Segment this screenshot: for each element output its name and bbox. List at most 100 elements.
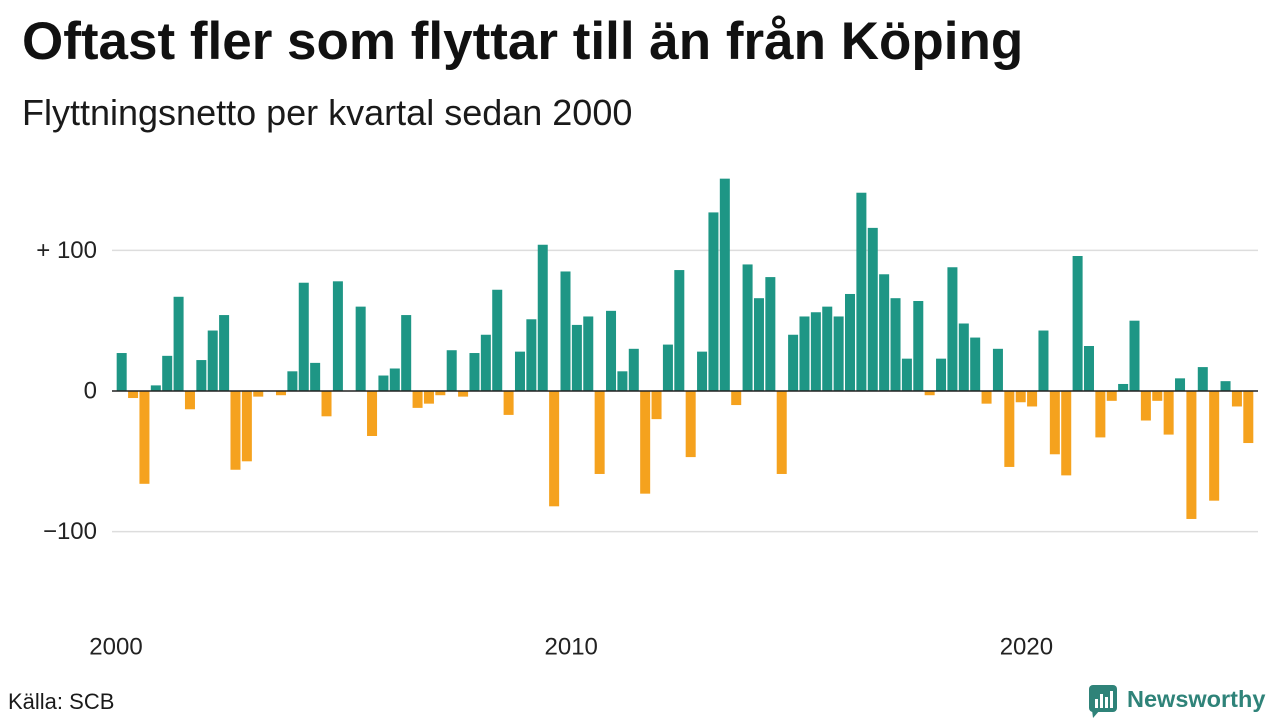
x-tick-label: 2010	[545, 634, 598, 661]
bar-21	[355, 306, 366, 392]
bar-37	[537, 244, 548, 391]
bar-74	[958, 323, 969, 391]
bar-81	[1038, 330, 1049, 391]
bar-18	[321, 391, 332, 417]
bar-28	[435, 391, 446, 396]
bar-33	[492, 289, 503, 391]
bars	[116, 178, 1254, 519]
bar-96	[1209, 391, 1220, 501]
bar-99	[1243, 391, 1254, 444]
bar-12	[253, 391, 264, 397]
bar-22	[367, 391, 378, 436]
bar-95	[1197, 367, 1208, 391]
bar-36	[526, 319, 537, 391]
bar-79	[1015, 391, 1026, 403]
bar-44	[617, 371, 628, 391]
bar-75	[970, 337, 981, 391]
bar-65	[856, 192, 867, 391]
chart-title: Oftast fler som flyttar till än från Köp…	[22, 12, 1024, 71]
x-tick-label: 2000	[89, 634, 142, 661]
bar-77	[992, 348, 1003, 391]
source-note: Källa: SCB	[8, 689, 115, 714]
bar-59	[788, 334, 799, 391]
bar-54	[731, 391, 742, 406]
bar-57	[765, 277, 776, 391]
bar-6	[184, 391, 195, 410]
bar-27	[423, 391, 434, 404]
bar-50	[685, 391, 696, 458]
bar-19	[332, 281, 343, 391]
bar-39	[560, 271, 571, 391]
bar-16	[298, 282, 309, 391]
bar-chart-speech-bubble-icon	[1089, 685, 1117, 718]
bar-72	[936, 358, 947, 391]
bar-93	[1175, 378, 1186, 391]
newsworthy-logo: Newsworthy	[1089, 685, 1265, 718]
y-tick-label: + 100	[36, 237, 97, 264]
y-tick-label: −100	[43, 518, 97, 545]
bar-38	[549, 391, 560, 507]
chart-subtitle: Flyttningsnetto per kvartal sedan 2000	[22, 92, 633, 133]
bar-69	[901, 358, 912, 391]
y-tick-label: 0	[84, 378, 97, 405]
bar-11	[241, 391, 252, 462]
bar-24	[389, 368, 400, 391]
bar-14	[276, 391, 287, 396]
bar-56	[753, 298, 764, 391]
bar-29	[446, 350, 457, 391]
bar-17	[310, 362, 321, 392]
bar-62	[822, 306, 833, 392]
bar-91	[1152, 391, 1163, 401]
bar-25	[401, 315, 412, 391]
bar-49	[674, 270, 685, 391]
bar-53	[719, 178, 730, 391]
bar-31	[469, 353, 480, 391]
bar-51	[697, 351, 708, 392]
bar-8	[207, 330, 218, 391]
bar-63	[833, 316, 844, 391]
bar-5	[173, 296, 184, 391]
gridlines	[112, 249, 1258, 533]
bar-73	[947, 267, 958, 391]
bar-9	[219, 315, 230, 391]
bar-30	[458, 391, 469, 397]
bar-83	[1061, 391, 1072, 476]
bar-45	[628, 348, 639, 391]
bar-87	[1106, 391, 1117, 401]
bar-46	[640, 391, 651, 494]
bar-10	[230, 391, 241, 470]
bar-86	[1095, 391, 1106, 438]
bar-7	[196, 360, 207, 391]
bar-84	[1072, 256, 1083, 391]
bar-82	[1049, 391, 1060, 455]
bar-90	[1140, 391, 1151, 421]
bar-89	[1129, 320, 1140, 391]
bar-55	[742, 264, 753, 391]
bar-98	[1231, 391, 1242, 407]
bar-2	[139, 391, 150, 484]
bar-0	[116, 353, 127, 391]
bar-41	[583, 316, 594, 391]
bar-68	[890, 298, 901, 391]
bar-92	[1163, 391, 1174, 435]
bar-88	[1118, 383, 1129, 391]
brand-name: Newsworthy	[1127, 685, 1266, 712]
bar-58	[776, 391, 787, 474]
bar-70	[913, 301, 924, 391]
bar-26	[412, 391, 423, 408]
bar-15	[287, 371, 298, 391]
bar-43	[606, 310, 617, 391]
bar-78	[1004, 391, 1015, 467]
y-axis-labels: + 100 0 −100	[36, 237, 97, 545]
bar-47	[651, 391, 662, 420]
bar-4	[162, 355, 173, 391]
bar-35	[514, 351, 525, 392]
bar-48	[662, 344, 673, 391]
x-tick-label: 2020	[1000, 634, 1053, 661]
bar-40	[571, 324, 582, 391]
bar-3	[150, 385, 161, 392]
bar-1	[128, 391, 139, 399]
bar-61	[810, 312, 821, 391]
bar-32	[480, 334, 491, 391]
